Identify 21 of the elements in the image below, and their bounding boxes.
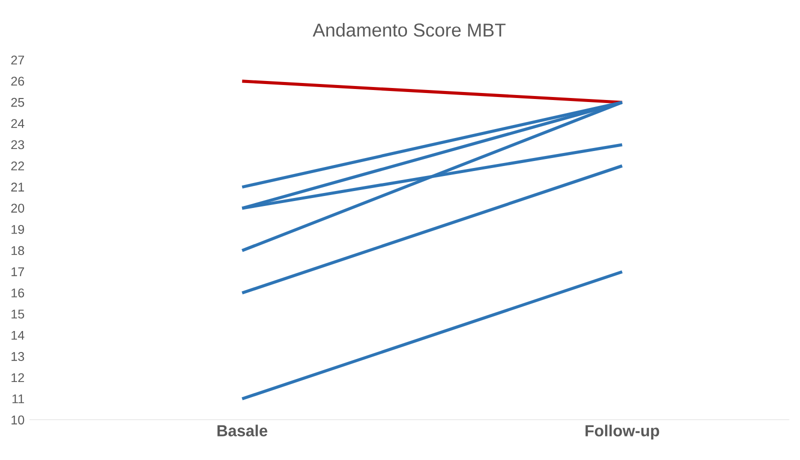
y-tick-label: 11 [12,394,24,404]
y-tick-label: 12 [12,373,24,382]
y-tick-label: 20 [11,204,24,213]
y-tick-label: 27 [11,56,24,64]
y-tick-label: 25 [11,98,24,107]
y-tick-label: 24 [11,119,24,128]
y-tick-label: 16 [12,288,24,298]
y-tick-label: 19 [12,224,24,234]
x-tick-label: Basale [217,424,268,436]
y-tick-label: 13 [12,352,24,361]
y-tick-label: 10 [12,416,24,424]
y-tick-label: 17 [12,267,24,276]
y-tick-label: 14 [12,330,24,340]
y-tick-label: 22 [11,161,24,170]
chart-title: Andamento Score MBT [312,23,506,37]
x-tick-label: Follow-up [586,424,660,440]
y-tick-label: 21 [11,182,24,192]
y-tick-label: 15 [12,310,24,319]
y-tick-label: 26 [11,76,24,86]
y-tick-label: 23 [11,140,24,150]
y-tick-label: 18 [12,246,24,256]
